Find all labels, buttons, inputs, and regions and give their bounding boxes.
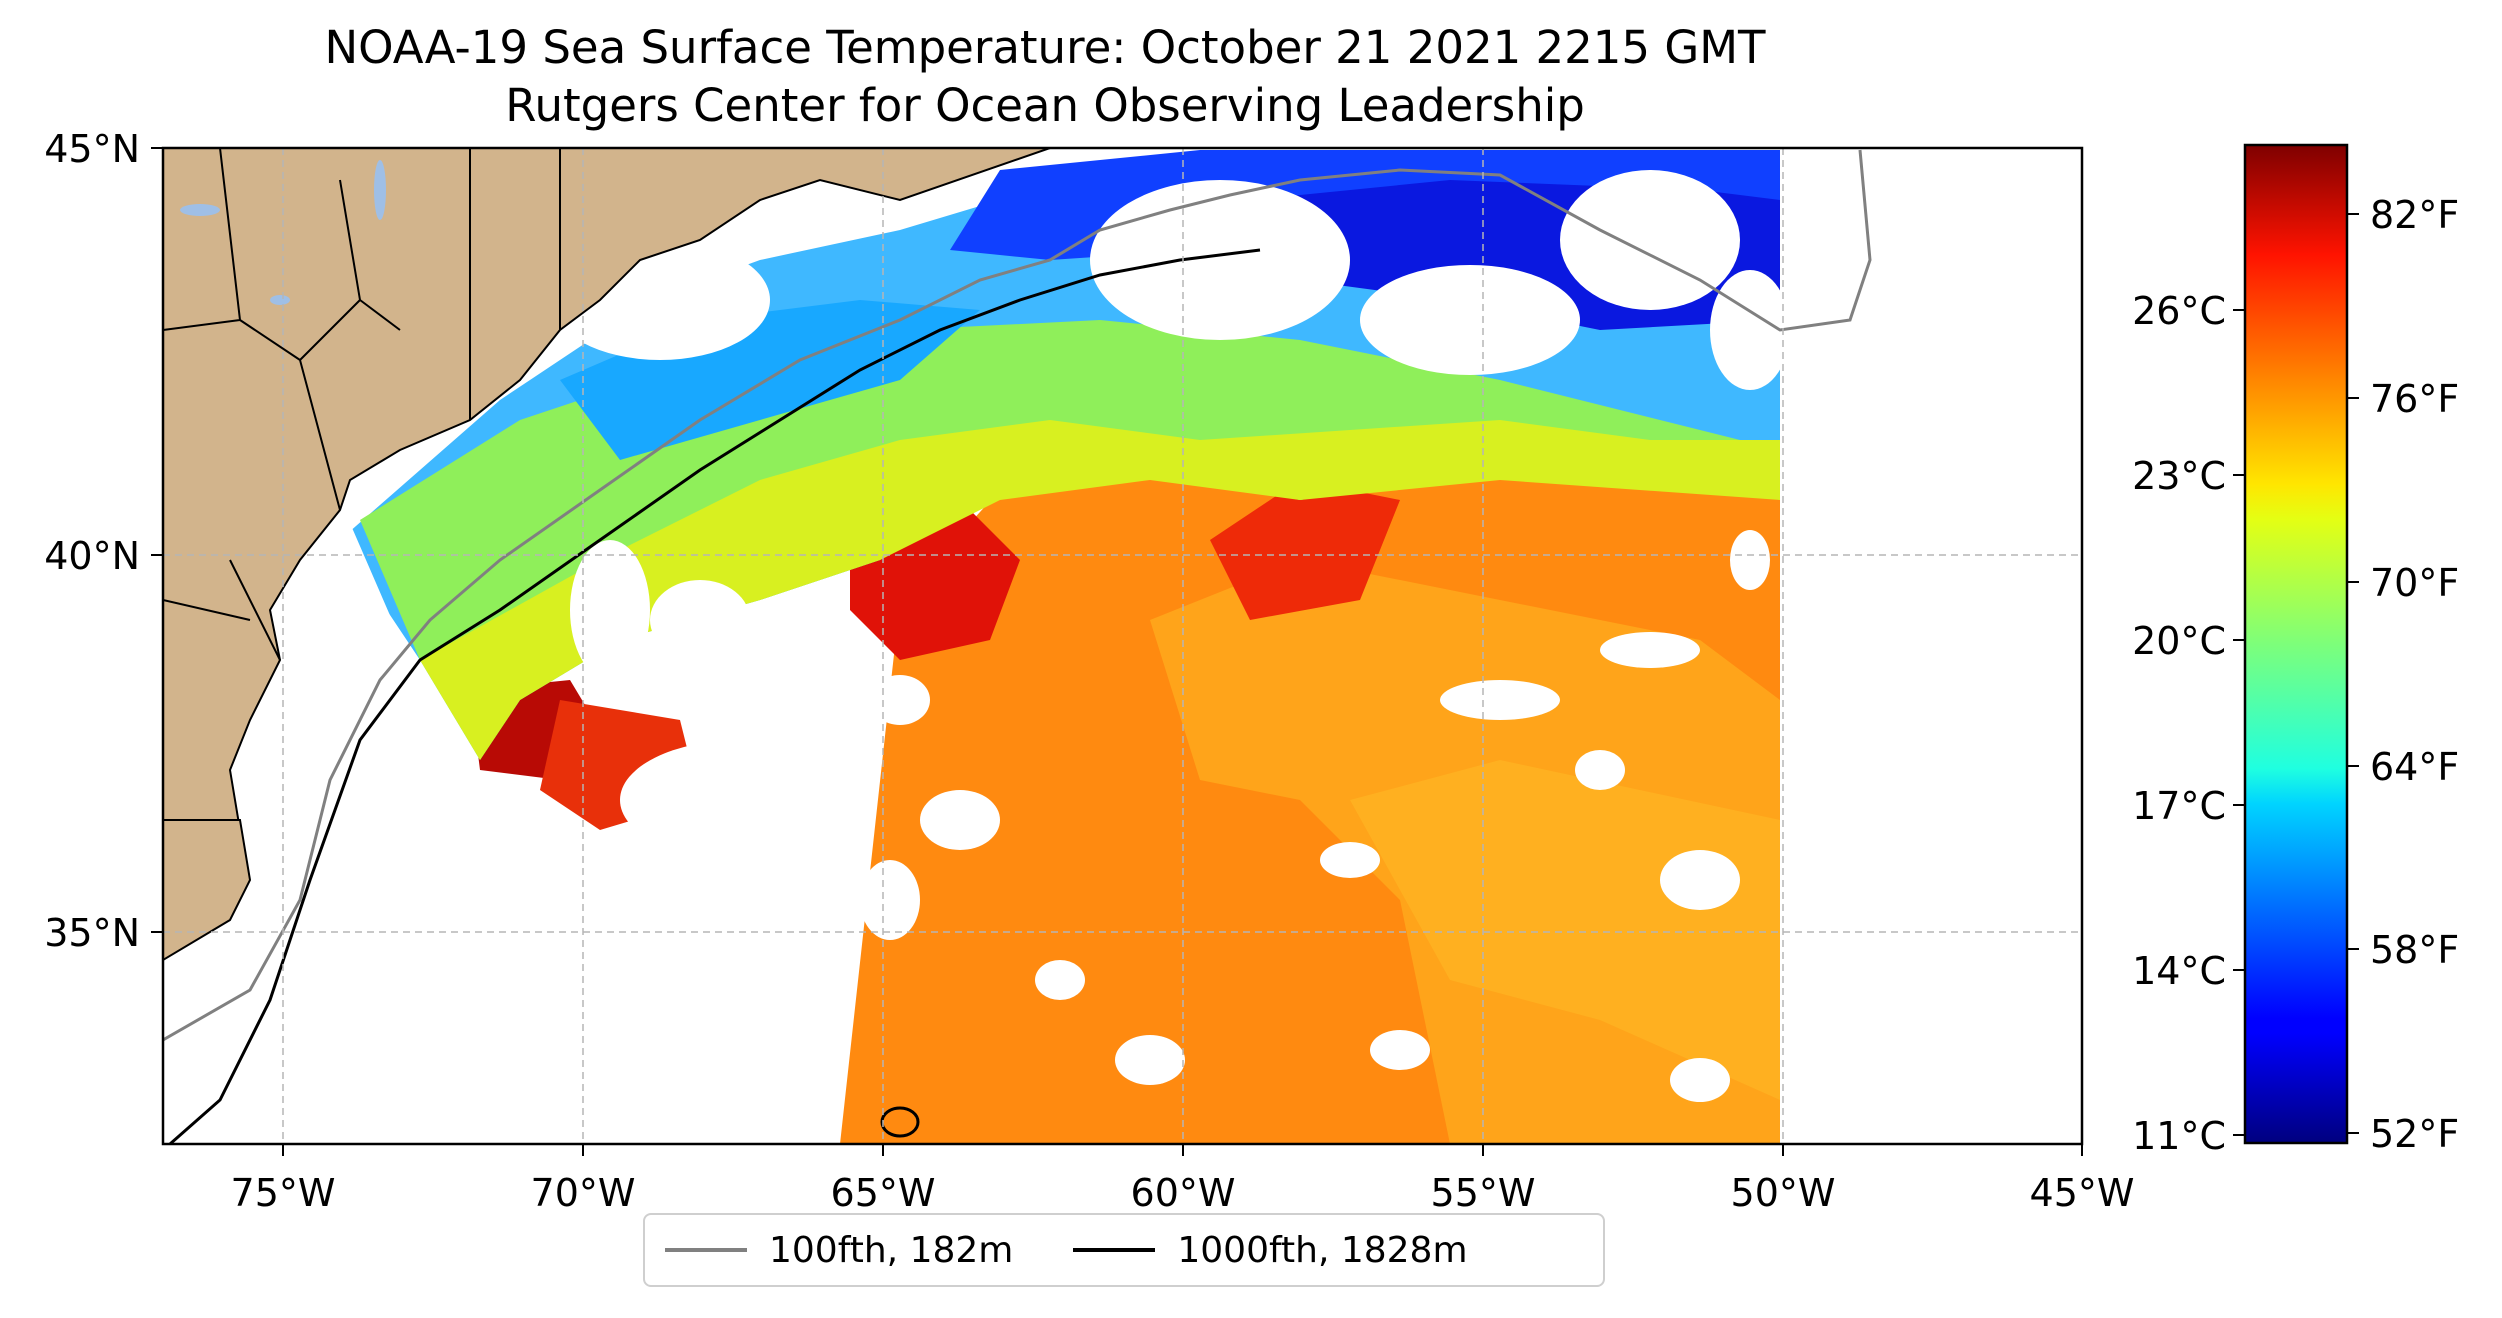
lon-tick-label: 70°W bbox=[531, 1171, 636, 1215]
legend: 100fth, 182m 1000fth, 1828m bbox=[643, 1213, 1605, 1287]
lat-tick-label: 35°N bbox=[44, 911, 140, 955]
gridlines bbox=[163, 148, 2082, 1144]
colorbar-fahrenheit-axis: 82°F 76°F 70°F 64°F 58°F 52°F bbox=[2347, 193, 2459, 1156]
celsius-tick-label: 14°C bbox=[2132, 949, 2226, 993]
isobath-100fth bbox=[163, 149, 1872, 1042]
colorbar bbox=[2243, 143, 2349, 1145]
celsius-tick-label: 26°C bbox=[2132, 289, 2226, 333]
legend-item-1000fth: 1000fth, 1828m bbox=[1053, 1229, 1468, 1271]
legend-item-100fth: 100fth, 182m bbox=[645, 1230, 1013, 1271]
lon-tick-label: 50°W bbox=[1731, 1171, 1836, 1215]
lon-tick-label: 45°W bbox=[2030, 1171, 2135, 1215]
legend-line-black bbox=[1073, 1248, 1156, 1252]
fahrenheit-tick-label: 52°F bbox=[2370, 1112, 2459, 1156]
lon-axis: 75°W 70°W 65°W 60°W 55°W 50°W 45°W bbox=[231, 1144, 2135, 1215]
celsius-tick-label: 20°C bbox=[2132, 619, 2226, 663]
lon-tick-label: 60°W bbox=[1131, 1171, 1236, 1215]
map-area bbox=[163, 148, 2082, 1144]
lon-tick-label: 55°W bbox=[1431, 1171, 1536, 1215]
lat-tick-label: 40°N bbox=[44, 534, 140, 578]
celsius-tick-label: 11°C bbox=[2132, 1114, 2226, 1158]
isobath-1000fth bbox=[169, 248, 1261, 1144]
fahrenheit-tick-label: 82°F bbox=[2370, 193, 2459, 237]
fahrenheit-tick-label: 70°F bbox=[2370, 561, 2459, 605]
lat-axis: 45°N 40°N 35°N bbox=[44, 127, 163, 955]
chart-subtitle: Rutgers Center for Ocean Observing Leade… bbox=[505, 79, 1585, 132]
fahrenheit-tick-label: 64°F bbox=[2370, 745, 2459, 789]
legend-line-gray bbox=[665, 1248, 747, 1252]
celsius-tick-label: 17°C bbox=[2132, 784, 2226, 828]
celsius-tick-label: 23°C bbox=[2132, 454, 2226, 498]
fahrenheit-tick-label: 76°F bbox=[2370, 377, 2459, 421]
map-frame bbox=[161, 146, 2084, 1146]
lon-tick-label: 75°W bbox=[231, 1171, 336, 1215]
legend-label: 1000fth, 1828m bbox=[1177, 1229, 1468, 1271]
lat-tick-label: 45°N bbox=[44, 127, 140, 171]
lon-tick-label: 65°W bbox=[831, 1171, 936, 1215]
legend-label: 100fth, 182m bbox=[769, 1229, 1014, 1271]
colorbar-celsius-axis: 26°C 23°C 20°C 17°C 14°C 11°C bbox=[2132, 289, 2245, 1158]
fahrenheit-tick-label: 58°F bbox=[2370, 928, 2459, 972]
chart-title: NOAA-19 Sea Surface Temperature: October… bbox=[324, 21, 1766, 74]
land bbox=[163, 148, 1051, 962]
